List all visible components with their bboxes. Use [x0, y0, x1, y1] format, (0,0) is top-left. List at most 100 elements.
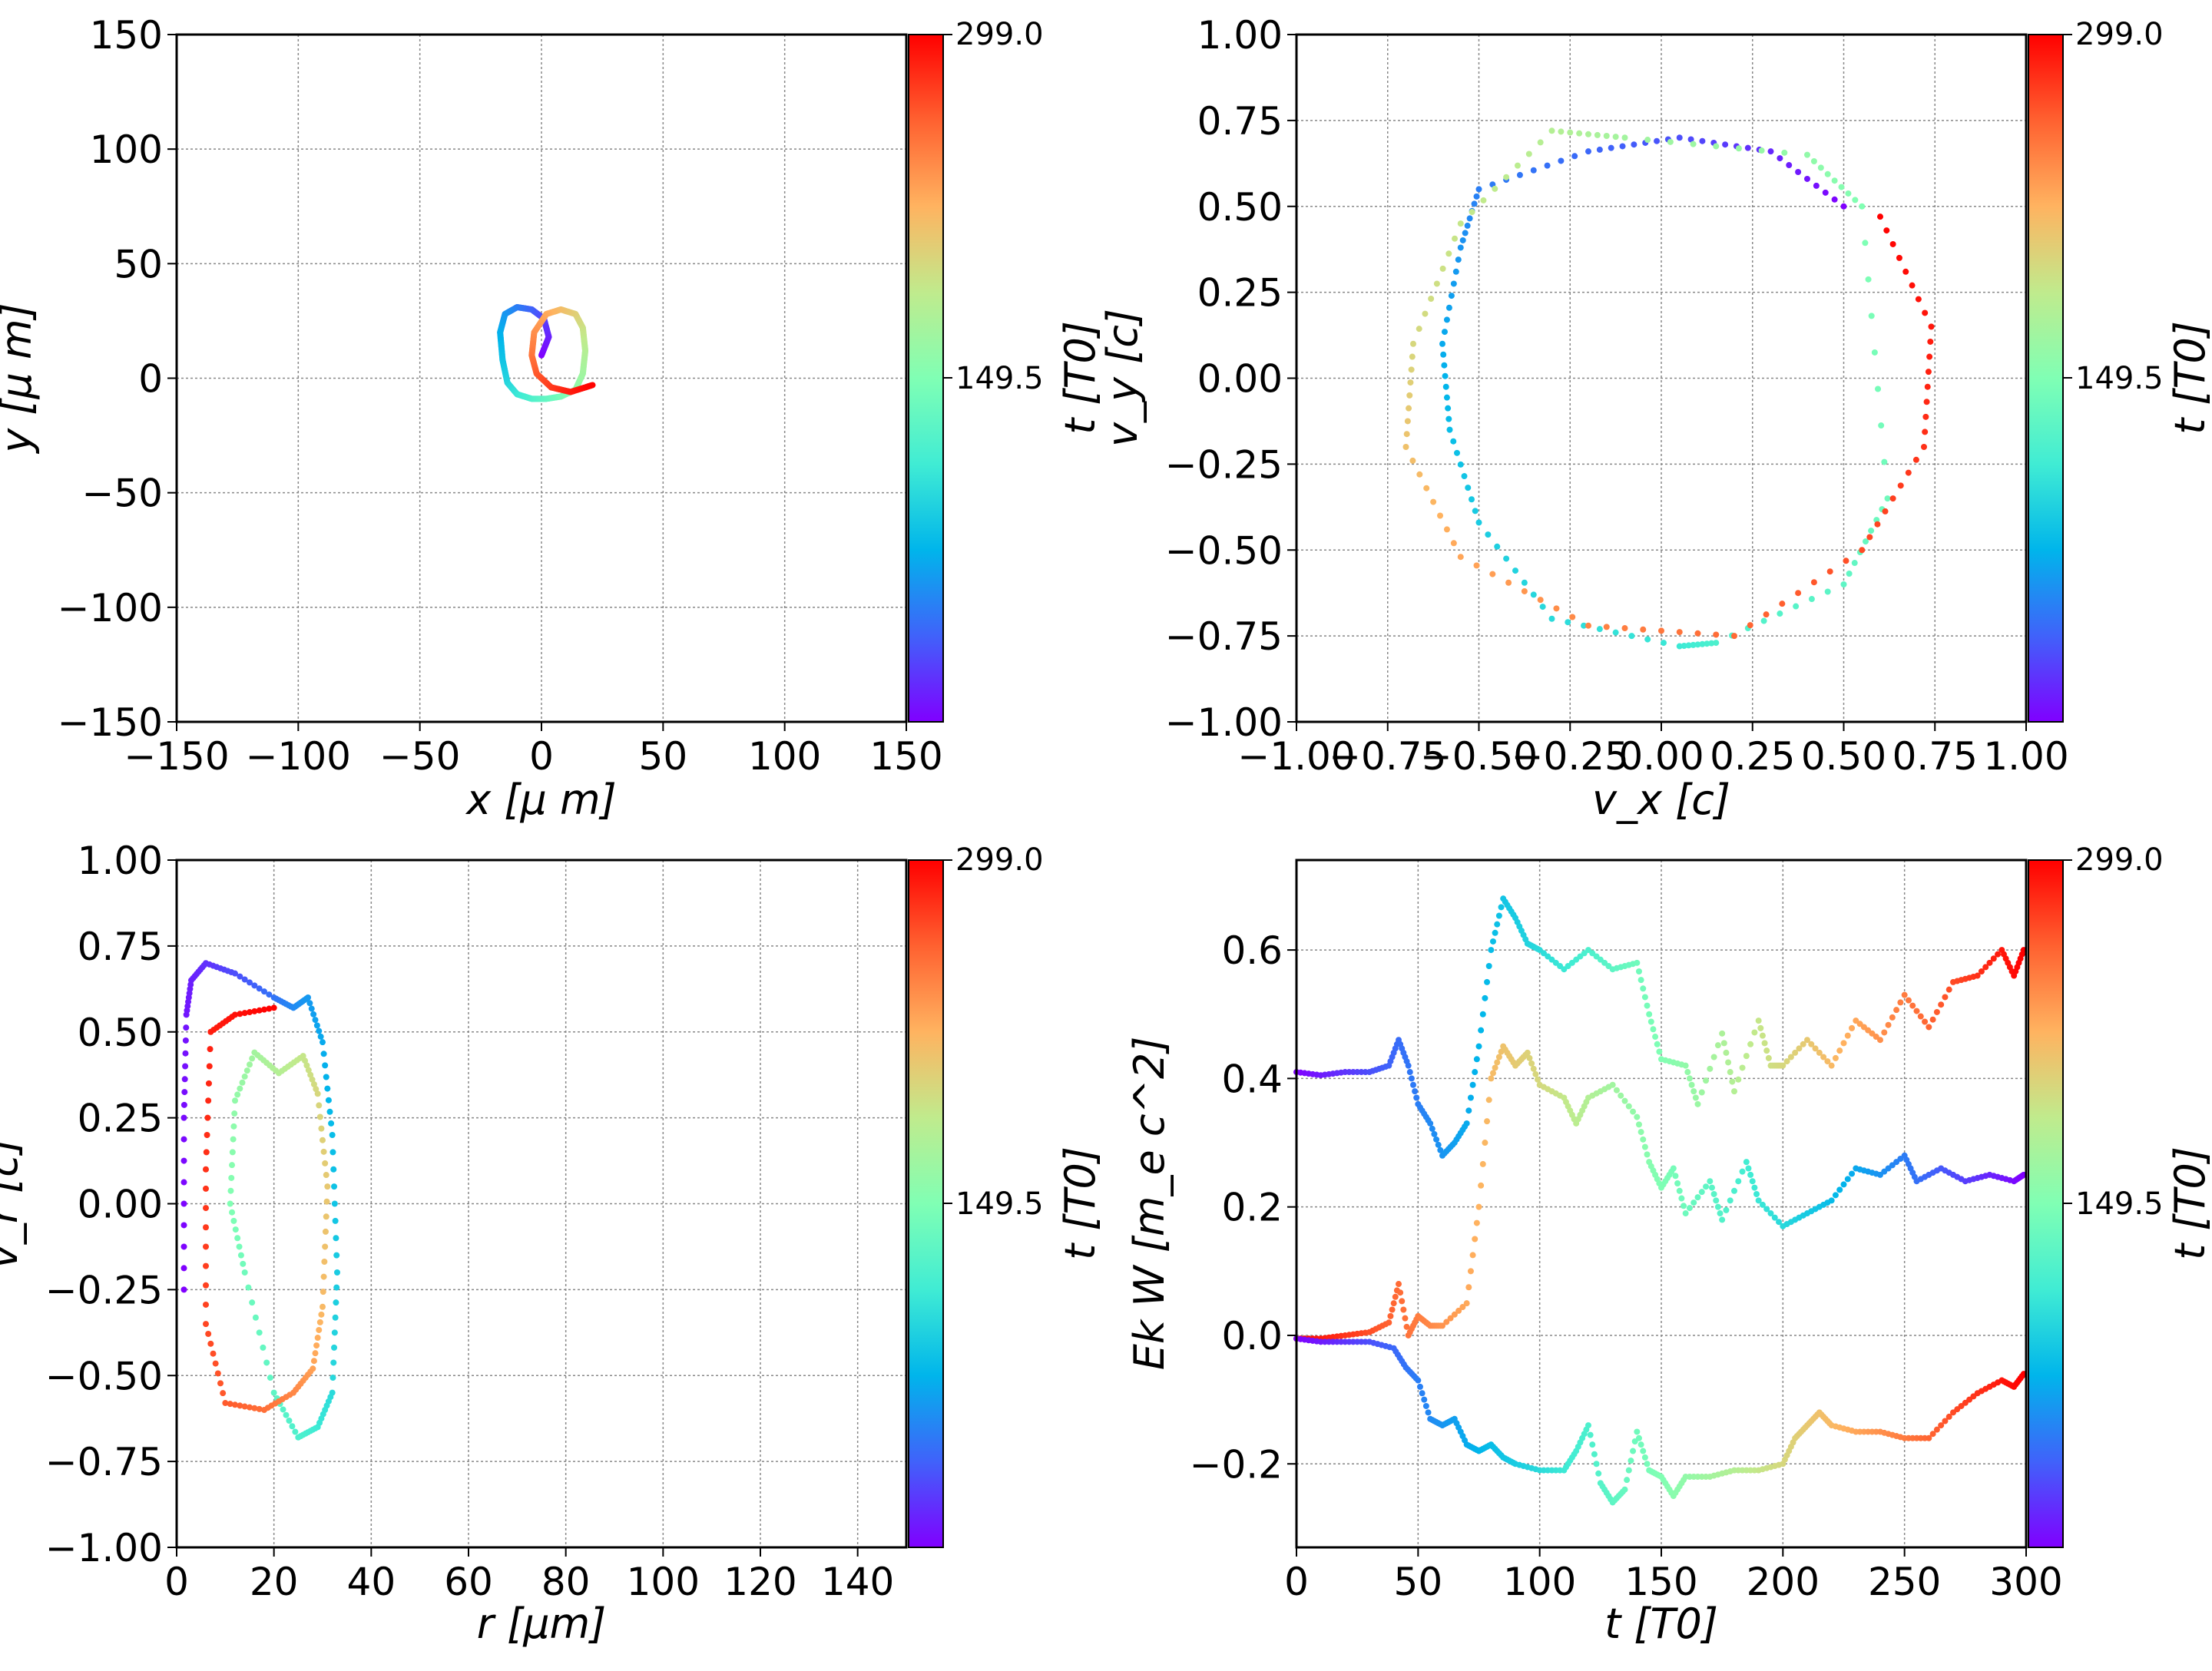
data-point: [1443, 394, 1450, 401]
data-point: [1824, 588, 1831, 595]
xtick-label: −100: [246, 734, 351, 779]
data-point: [1516, 171, 1523, 178]
data-point: [237, 1011, 243, 1017]
data-point-series-1: [1849, 1170, 1856, 1177]
data-point: [329, 1375, 336, 1381]
data-point: [1585, 622, 1591, 629]
colorbar-top-label: 299.0: [955, 842, 1044, 878]
data-point: [1924, 383, 1931, 390]
data-point-series-2: [1630, 1448, 1637, 1454]
data-point-series-2: [1933, 1426, 1940, 1433]
data-point-series-1: [1686, 1205, 1693, 1212]
data-point-series-0: [1710, 1054, 1717, 1061]
data-point: [1457, 244, 1464, 251]
data-point: [1694, 641, 1701, 648]
data-point: [180, 1179, 187, 1186]
data-point: [329, 1149, 336, 1156]
data-point: [283, 1411, 290, 1418]
data-point: [1416, 471, 1423, 478]
data-point: [231, 1110, 238, 1117]
data-point-series-0: [1646, 1011, 1653, 1017]
data-point-series-1: [1472, 1236, 1479, 1242]
data-point: [241, 976, 248, 983]
data-point: [1840, 203, 1847, 210]
data-point-series-2: [1625, 1467, 1632, 1474]
data-point: [1612, 629, 1619, 636]
data-point-series-2: [1644, 1461, 1651, 1468]
data-point: [1445, 250, 1452, 257]
data-point-series-0: [1905, 997, 1912, 1004]
data-point: [317, 1033, 324, 1040]
data-point: [1922, 309, 1929, 316]
panel-ek: 0 50 100 150 200 250 300 −0.2 0.0 0.2 0.4 0.6 t [T0…: [1125, 842, 2212, 1648]
data-point: [280, 1406, 286, 1413]
data-point-series-1: [1530, 1065, 1537, 1072]
data-point-series-0: [1820, 1054, 1827, 1061]
data-point-series-1: [1743, 1159, 1750, 1166]
data-point: [320, 1303, 326, 1310]
panel-vxvy-xlabel: v_x [c]: [1592, 776, 1730, 824]
data-point-series-1: [1524, 1049, 1531, 1056]
data-point-series-1: [1494, 1059, 1501, 1066]
data-point: [1804, 151, 1810, 158]
data-point: [320, 1148, 327, 1155]
data-point: [1859, 547, 1866, 554]
data-point: [302, 1057, 309, 1064]
panel-vxvy: −1.00−0.75−0.50−0.250.00 0.25 0.50 0.75 1.00…: [1098, 13, 2212, 824]
colorbar-gradient: [2028, 34, 2064, 723]
xtick-label: −1.00: [1237, 734, 1355, 779]
colorbar-top-label: 299.0: [2075, 842, 2164, 878]
data-point: [1694, 630, 1701, 637]
data-point: [300, 1053, 306, 1060]
data-point: [1804, 175, 1810, 182]
panel-rvr: 0 20 40 60 80 100 120 140 −1.00 −0.75 −0.50 −0.25 0.…: [0, 839, 1104, 1648]
data-point-series-1: [1640, 1136, 1647, 1143]
xtick-label: 50: [639, 734, 688, 779]
data-point: [1777, 610, 1783, 617]
data-point: [251, 1008, 258, 1014]
data-point: [180, 1286, 187, 1293]
xtick-label: 60: [444, 1560, 493, 1604]
data-point-series-1: [1703, 1183, 1710, 1190]
data-point-series-1: [1484, 1118, 1491, 1125]
data-point-series-1: [1719, 1216, 1726, 1223]
data-point-series-1: [1767, 1210, 1774, 1217]
data-point: [1537, 597, 1544, 604]
colorbar-mid-label: 149.5: [955, 1186, 1044, 1222]
data-point-series-0: [1978, 968, 1985, 974]
data-point-series-0: [1926, 1024, 1932, 1031]
data-point: [1884, 495, 1891, 502]
data-point-series-1: [1832, 1192, 1839, 1199]
data-point: [1744, 144, 1751, 151]
data-point: [1416, 326, 1422, 333]
data-point: [321, 1259, 328, 1266]
data-point: [1480, 197, 1487, 203]
data-point: [328, 1120, 335, 1127]
xtick-label: 0: [164, 1560, 189, 1604]
data-point: [1445, 415, 1452, 422]
data-point-series-0: [1792, 1049, 1799, 1056]
data-point-series-0: [1840, 1040, 1847, 1047]
data-point: [1442, 372, 1449, 379]
data-point-series-0: [1488, 947, 1495, 954]
ytick-label: 0.4: [1221, 1057, 1283, 1101]
panel-ek-xlabel: t [T0]: [1604, 1600, 1718, 1648]
data-point: [249, 1299, 256, 1306]
data-point-series-0: [1808, 1041, 1815, 1047]
data-point-series-0: [1824, 1058, 1831, 1065]
data-point-series-0: [1743, 1053, 1750, 1060]
data-point: [1492, 185, 1498, 192]
data-point: [1676, 643, 1683, 650]
data-point: [251, 1405, 258, 1411]
data-point: [1644, 636, 1651, 643]
data-point-series-0: [1938, 1001, 1945, 1008]
data-point-series-1: [1528, 1060, 1535, 1067]
data-point: [313, 1086, 320, 1093]
xtick-label: 20: [250, 1560, 299, 1604]
data-point-series-0: [1467, 1094, 1474, 1101]
data-point: [1631, 141, 1637, 148]
data-point: [237, 1252, 244, 1259]
data-point: [320, 1137, 326, 1143]
data-point: [320, 1289, 326, 1295]
